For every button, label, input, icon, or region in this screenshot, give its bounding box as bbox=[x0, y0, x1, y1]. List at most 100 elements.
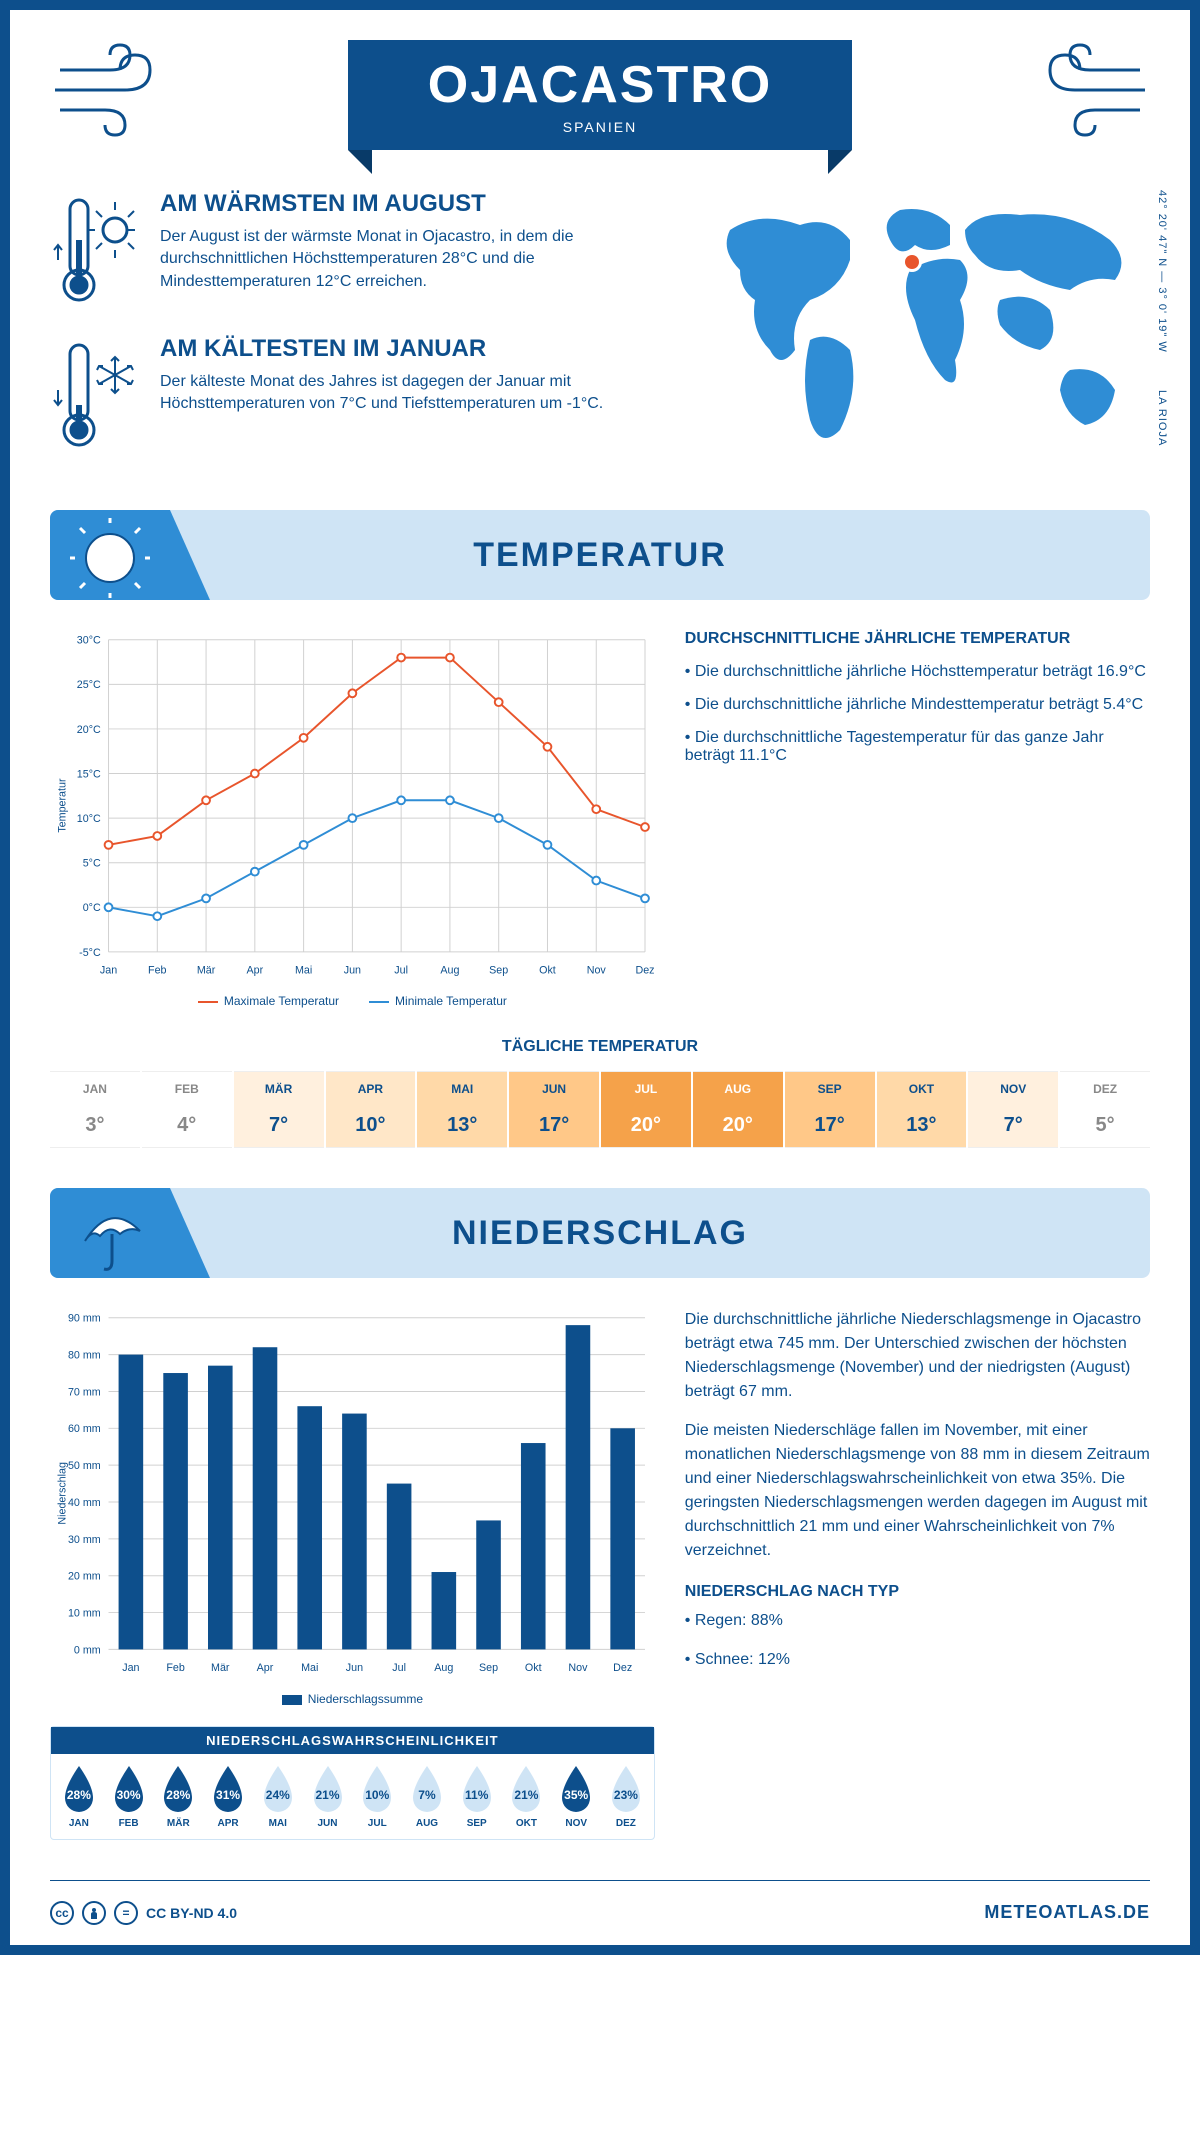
daily-cell: JUL20° bbox=[601, 1071, 691, 1148]
temp-info-b2: • Die durchschnittliche jährliche Mindes… bbox=[685, 696, 1150, 714]
legend-min: Minimale Temperatur bbox=[369, 994, 507, 1008]
prob-cell: 11% SEP bbox=[453, 1764, 501, 1829]
svg-text:40 mm: 40 mm bbox=[68, 1497, 101, 1509]
prob-cell: 31% APR bbox=[204, 1764, 252, 1829]
precipitation-bar-chart: 0 mm10 mm20 mm30 mm40 mm50 mm60 mm70 mm8… bbox=[50, 1308, 655, 1706]
svg-text:Jul: Jul bbox=[392, 1662, 406, 1674]
svg-text:30 mm: 30 mm bbox=[68, 1534, 101, 1546]
temp-info-title: DURCHSCHNITTLICHE JÄHRLICHE TEMPERATUR bbox=[685, 630, 1150, 648]
page-title: OJACASTRO bbox=[428, 55, 772, 115]
precipitation-info: Die durchschnittliche jährliche Niedersc… bbox=[685, 1308, 1150, 1840]
svg-text:60 mm: 60 mm bbox=[68, 1423, 101, 1435]
svg-text:Niederschlag: Niederschlag bbox=[57, 1462, 69, 1525]
legend-max: Maximale Temperatur bbox=[198, 994, 339, 1008]
prob-cell: 35% NOV bbox=[552, 1764, 600, 1829]
nd-icon: = bbox=[114, 1901, 138, 1925]
svg-text:Sep: Sep bbox=[479, 1662, 498, 1674]
warmest-block: AM WÄRMSTEN IM AUGUST Der August ist der… bbox=[50, 190, 670, 310]
section-title: TEMPERATUR bbox=[473, 536, 727, 575]
daily-cell: JAN3° bbox=[50, 1071, 140, 1148]
brand-label: METEOATLAS.DE bbox=[984, 1902, 1150, 1923]
coldest-text: Der kälteste Monat des Jahres ist dagege… bbox=[160, 371, 670, 416]
by-icon bbox=[82, 1901, 106, 1925]
daily-cell: MÄR7° bbox=[234, 1071, 324, 1148]
daily-cell: JUN17° bbox=[509, 1071, 599, 1148]
svg-text:90 mm: 90 mm bbox=[68, 1313, 101, 1325]
title-banner: OJACASTRO SPANIEN bbox=[348, 40, 852, 150]
svg-text:0 mm: 0 mm bbox=[74, 1644, 101, 1656]
precipitation-probability-box: NIEDERSCHLAGSWAHRSCHEINLICHKEIT 28% JAN … bbox=[50, 1726, 655, 1840]
svg-text:Apr: Apr bbox=[246, 964, 263, 976]
daily-temp-title: TÄGLICHE TEMPERATUR bbox=[50, 1038, 1150, 1056]
svg-text:Okt: Okt bbox=[525, 1662, 542, 1674]
svg-text:-5°C: -5°C bbox=[79, 947, 101, 959]
svg-text:0°C: 0°C bbox=[83, 902, 101, 914]
prob-cell: 10% JUL bbox=[353, 1764, 401, 1829]
prob-cell: 30% FEB bbox=[105, 1764, 153, 1829]
prob-cell: 28% MÄR bbox=[154, 1764, 202, 1829]
coldest-block: AM KÄLTESTEN IM JANUAR Der kälteste Mona… bbox=[50, 335, 670, 455]
svg-text:Nov: Nov bbox=[587, 964, 607, 976]
prob-title: NIEDERSCHLAGSWAHRSCHEINLICHKEIT bbox=[51, 1727, 654, 1754]
svg-text:50 mm: 50 mm bbox=[68, 1460, 101, 1472]
region-label: LA RIOJA bbox=[1156, 390, 1168, 446]
daily-cell: APR10° bbox=[326, 1071, 416, 1148]
daily-temp-table: JAN3°FEB4°MÄR7°APR10°MAI13°JUN17°JUL20°A… bbox=[50, 1071, 1150, 1148]
warmest-text: Der August ist der wärmste Monat in Ojac… bbox=[160, 226, 670, 293]
precip-type-title: NIEDERSCHLAG NACH TYP bbox=[685, 1583, 1150, 1601]
page-header: OJACASTRO SPANIEN bbox=[50, 10, 1150, 150]
map-icon bbox=[700, 190, 1150, 470]
svg-text:Aug: Aug bbox=[434, 1662, 453, 1674]
coldest-title: AM KÄLTESTEN IM JANUAR bbox=[160, 335, 670, 363]
svg-text:Aug: Aug bbox=[440, 964, 459, 976]
svg-text:15°C: 15°C bbox=[77, 768, 101, 780]
svg-text:30°C: 30°C bbox=[77, 635, 101, 647]
chart-legend: Maximale Temperatur Minimale Temperatur bbox=[50, 994, 655, 1008]
intro-section: AM WÄRMSTEN IM AUGUST Der August ist der… bbox=[50, 190, 1150, 480]
coordinates-label: 42° 20' 47" N — 3° 0' 19" W bbox=[1156, 190, 1168, 353]
thermometer-cold-icon bbox=[50, 335, 140, 455]
prob-cell: 23% DEZ bbox=[602, 1764, 650, 1829]
page-footer: cc = CC BY-ND 4.0 METEOATLAS.DE bbox=[50, 1880, 1150, 1925]
svg-text:70 mm: 70 mm bbox=[68, 1387, 101, 1399]
umbrella-icon bbox=[70, 1196, 150, 1276]
svg-text:Feb: Feb bbox=[166, 1662, 185, 1674]
svg-text:25°C: 25°C bbox=[77, 679, 101, 691]
precipitation-section-header: NIEDERSCHLAG bbox=[50, 1188, 1150, 1278]
temp-info-b1: • Die durchschnittliche jährliche Höchst… bbox=[685, 663, 1150, 681]
svg-text:80 mm: 80 mm bbox=[68, 1350, 101, 1362]
license-block: cc = CC BY-ND 4.0 bbox=[50, 1901, 237, 1925]
svg-text:20°C: 20°C bbox=[77, 724, 101, 736]
prob-cell: 7% AUG bbox=[403, 1764, 451, 1829]
svg-text:Mai: Mai bbox=[295, 964, 312, 976]
daily-cell: MAI13° bbox=[417, 1071, 507, 1148]
chart-legend: Niederschlagssumme bbox=[50, 1692, 655, 1706]
thermometer-hot-icon bbox=[50, 190, 140, 310]
svg-text:Jan: Jan bbox=[100, 964, 117, 976]
temp-info-b3: • Die durchschnittliche Tagestemperatur … bbox=[685, 729, 1150, 765]
daily-cell: DEZ5° bbox=[1060, 1071, 1150, 1148]
wind-icon bbox=[1030, 40, 1150, 140]
svg-text:Nov: Nov bbox=[568, 1662, 588, 1674]
daily-cell: SEP17° bbox=[785, 1071, 875, 1148]
prob-cell: 24% MAI bbox=[254, 1764, 302, 1829]
cc-icon: cc bbox=[50, 1901, 74, 1925]
daily-cell: AUG20° bbox=[693, 1071, 783, 1148]
svg-text:Jul: Jul bbox=[394, 964, 408, 976]
svg-text:Feb: Feb bbox=[148, 964, 167, 976]
precip-rain: • Regen: 88% bbox=[685, 1609, 1150, 1633]
svg-text:20 mm: 20 mm bbox=[68, 1571, 101, 1583]
temperature-line-chart: -5°C0°C5°C10°C15°C20°C25°C30°CJanFebMärA… bbox=[50, 630, 655, 1008]
wind-icon bbox=[50, 40, 170, 140]
svg-text:Jun: Jun bbox=[346, 1662, 363, 1674]
prob-cell: 28% JAN bbox=[55, 1764, 103, 1829]
sun-icon bbox=[70, 518, 150, 598]
daily-cell: NOV7° bbox=[968, 1071, 1058, 1148]
svg-text:Apr: Apr bbox=[257, 1662, 274, 1674]
prob-cell: 21% OKT bbox=[503, 1764, 551, 1829]
svg-text:Mär: Mär bbox=[211, 1662, 230, 1674]
daily-cell: FEB4° bbox=[142, 1071, 232, 1148]
warmest-title: AM WÄRMSTEN IM AUGUST bbox=[160, 190, 670, 218]
svg-text:Sep: Sep bbox=[489, 964, 508, 976]
svg-text:Temperatur: Temperatur bbox=[57, 778, 69, 833]
